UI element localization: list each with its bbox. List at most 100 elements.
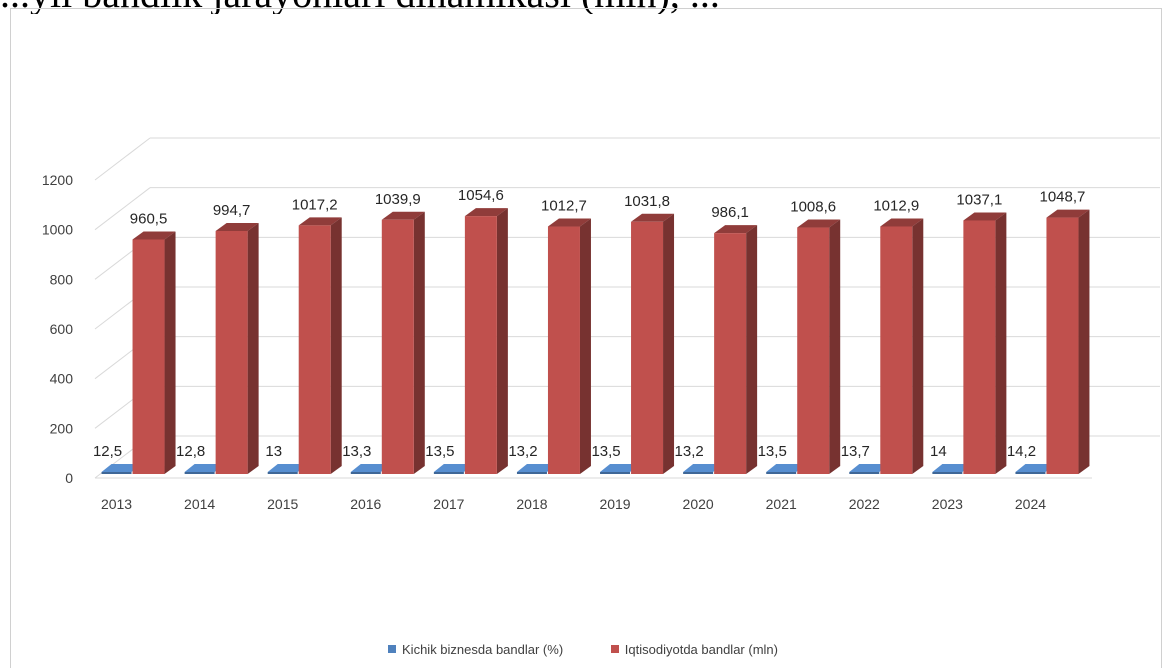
bar-series2-side [330,217,342,475]
bar-series2-side [247,222,259,474]
bar-series1-top [1015,464,1056,472]
bar-series2-top [631,213,675,222]
data-label-series1: 13,5 [425,443,454,460]
y-tick-label: 1200 [42,172,73,188]
x-axis-ticks: 2013 2014 2015 2016 2017 2018 2019 2020 2021 2022… [101,496,1046,512]
data-label-series2: 960,5 [130,210,168,227]
bar-series1-front [932,472,963,474]
bar-series2-top [797,219,841,228]
bar-series2-side [164,231,176,474]
data-label-series2: 1039,9 [375,191,421,208]
data-label-series2: 1008,6 [790,199,836,216]
data-label-series1: 13,2 [675,443,704,460]
bar-series2-side [829,219,841,474]
bar-series2-top [464,208,508,217]
bar-series2-front [132,239,165,474]
bar-series2-front [714,233,747,474]
legend-item-series1[interactable]: Kichik biznesda bandlar (%) [388,642,563,657]
bar-series1-top [267,464,308,472]
bar-series2-side [496,208,508,474]
data-label-series1: 12,5 [93,443,122,460]
data-label-series2: 994,7 [213,202,251,219]
bar-series2-top [1046,209,1090,218]
data-label-series1: 13,2 [508,443,537,460]
legend-label-series2: Iqtisodiyotda bandlar (mln) [624,641,778,657]
bar-series1-front [766,472,797,474]
data-label-series2: 1054,6 [458,187,504,204]
bar-series2-front [631,221,664,474]
bar-series1-front [101,472,132,474]
x-tick-label: 2013 [101,496,132,512]
y-tick-label: 200 [50,420,74,436]
x-tick-label: 2022 [849,496,880,512]
bar-series2-top [714,225,758,234]
x-tick-label: 2020 [683,496,714,512]
data-label-series2: 1012,7 [541,198,587,215]
y-tick-label: 600 [50,321,74,337]
bar-series1-front [350,472,381,474]
legend-swatch-series2 [610,645,619,653]
x-tick-label: 2021 [766,496,797,512]
x-tick-label: 2017 [433,496,464,512]
legend-swatch-series1 [388,645,397,653]
data-label-series2: 1017,2 [292,196,338,213]
bar-series2-top [963,212,1007,221]
bar-series2-front [215,230,248,474]
bar-series2-front [381,219,414,474]
y-axis-ticks: 0 200 400 600 800 1000 1200 [42,172,73,486]
data-label-series2: 1048,7 [1040,189,1086,206]
bar-series1-front [1015,472,1046,474]
data-label-series1: 13,5 [591,443,620,460]
data-labels: 960,5 12,5 994,7 12,8 1017,2 13 1039,9 13,3 1054… [93,187,1085,460]
bar-series1-front [184,472,215,474]
bar-series1-top [516,464,557,472]
bar-series2-side [1078,209,1090,475]
legend: Kichik biznesda bandlar (%) Iqtisodiyotd… [0,641,1166,657]
bar-series1-front [683,472,714,474]
bar-series2-top [215,222,259,231]
x-tick-label: 2015 [267,496,298,512]
legend-label-series1: Kichik biznesda bandlar (%) [402,641,564,657]
x-tick-label: 2024 [1015,496,1046,512]
bar-series1-front [516,472,547,474]
bar-series2-top [298,217,342,226]
bar-series2-front [298,225,331,474]
bar-series1-top [849,464,890,472]
bar-series2-front [963,220,996,474]
bar-series1-front [433,472,464,474]
x-tick-label: 2023 [932,496,963,512]
bar-series1-top [433,464,474,472]
bar-series2-front [1046,217,1079,475]
data-label-series1: 13,7 [841,443,870,460]
bar-series2-front [880,226,913,474]
data-label-series2: 1031,8 [624,193,670,210]
bar-series2-side [912,218,924,474]
bar-series1-top [600,464,641,472]
bar-series2-side [995,212,1007,475]
x-tick-label: 2019 [599,496,630,512]
document-caption: ...yil bandlik jarayonlari dinamikasi (m… [0,0,720,14]
data-label-series1: 13 [265,443,282,460]
data-label-series1: 12,8 [176,443,205,460]
chart-bars [101,208,1090,475]
bar-series1-front [600,472,631,474]
x-tick-label: 2014 [184,496,215,512]
bar-series2-top [547,218,591,227]
legend-item-series2[interactable]: Iqtisodiyotda bandlar (mln) [610,641,778,657]
bar-series1-top [350,464,391,472]
y-tick-label: 1000 [42,222,73,238]
data-label-series2: 1037,1 [956,191,1002,208]
x-tick-label: 2016 [350,496,381,512]
bar-series1-top [932,464,973,472]
bar-series1-top [101,464,142,472]
bar-series2-side [663,213,675,475]
bar-series2-top [132,231,176,240]
y-tick-label: 0 [65,470,73,486]
bar-series2-top [880,218,924,227]
y-tick-label: 800 [50,271,74,287]
data-label-series1: 14 [930,443,947,460]
bar-series2-front [547,226,580,474]
data-label-series1: 13,3 [342,443,371,460]
bar-series2-top [381,211,425,220]
